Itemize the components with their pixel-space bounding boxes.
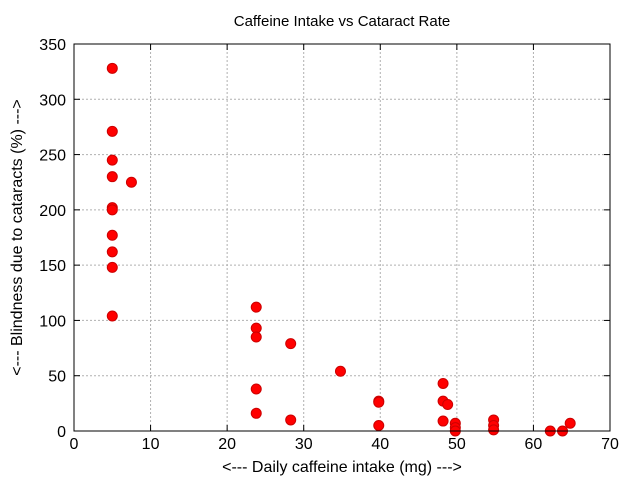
data-point [106,310,118,322]
x-tick-label: 70 [601,436,619,453]
chart-title: Caffeine Intake vs Cataract Rate [234,13,451,30]
data-point [106,125,118,137]
y-axis-label: <--- Blindness due to cataracts (%) ---> [9,99,26,376]
plot-frame [73,43,611,432]
data-point [106,246,118,258]
x-tick-label: 10 [142,436,160,453]
data-point [106,154,118,166]
data-point [250,383,262,395]
y-tick-label: 50 [48,369,66,386]
x-tick-label: 50 [448,436,466,453]
data-point [250,301,262,313]
x-tick-label: 40 [371,436,389,453]
data-point [442,398,454,410]
data-point [437,377,449,389]
y-tick-label: 0 [57,424,66,441]
x-tick-label: 20 [218,436,236,453]
data-point [488,424,500,436]
y-tick-label: 300 [39,92,66,109]
y-tick-label: 150 [39,258,66,275]
data-point [250,331,262,343]
y-tick-label: 200 [39,203,66,220]
data-point [106,204,118,216]
data-point [125,176,137,188]
x-tick-label: 0 [70,436,79,453]
y-tick-label: 100 [39,313,66,330]
data-point [564,417,576,429]
data-point [106,261,118,273]
x-tick-label: 60 [525,436,543,453]
data-points [106,62,576,437]
data-point [285,338,297,350]
axis-ticks: 0 10 20 30 40 50 60 70 0 50 100 150 200 250 300 350 [39,37,619,453]
data-point [250,407,262,419]
data-point [106,171,118,183]
data-point [373,419,385,431]
x-tick-label: 30 [295,436,313,453]
data-point [285,414,297,426]
data-point [106,62,118,74]
x-axis-label: <--- Daily caffeine intake (mg) ---> [222,459,462,476]
y-tick-label: 250 [39,148,66,165]
data-point [106,229,118,241]
data-point [334,365,346,377]
data-point [373,396,385,408]
data-point [437,415,449,427]
y-tick-label: 350 [39,37,66,54]
